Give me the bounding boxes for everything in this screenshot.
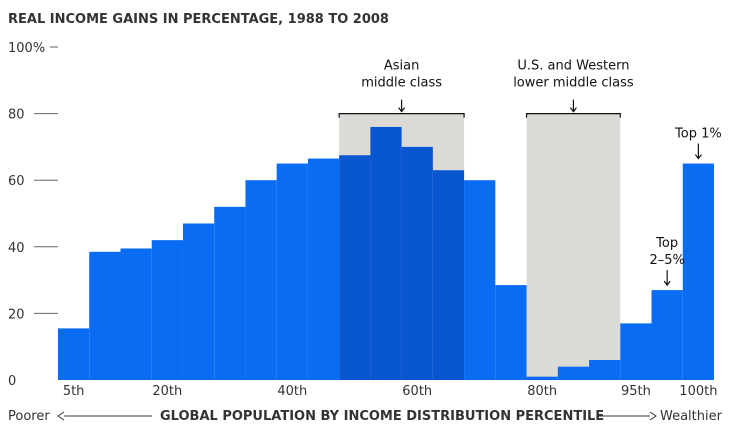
footer-right-arrowhead — [649, 411, 657, 421]
highlighted-bar — [339, 155, 371, 380]
western-lower-middle-class-arrowhead — [569, 107, 577, 113]
x-tick-label: 20th — [152, 384, 182, 399]
x-tick-label: 60th — [402, 384, 432, 399]
bar — [307, 158, 340, 380]
bar — [557, 366, 590, 380]
x-tick-label: 80th — [527, 384, 557, 399]
y-tick-label: 80 — [8, 108, 25, 123]
bar — [526, 376, 558, 380]
top-2-5-percent-label: Top — [655, 236, 678, 251]
highlighted-bar — [432, 170, 465, 380]
x-axis-caption: Poorer GLOBAL POPULATION BY INCOME DISTR… — [8, 409, 723, 424]
bar — [214, 206, 246, 380]
highlighted-bar — [370, 126, 402, 380]
footer-left-arrowhead — [57, 411, 65, 421]
asian-middle-class-label: Asian — [384, 59, 419, 74]
y-tick-label: 20 — [8, 307, 25, 322]
footer-left-label: Poorer — [8, 409, 50, 424]
bar — [245, 180, 277, 380]
x-tick-label: 5th — [63, 384, 85, 399]
bar — [495, 285, 527, 380]
western-lower-middle-class-bracket — [525, 113, 621, 118]
highlighted-bar — [401, 146, 433, 380]
y-tick-label: 60 — [8, 174, 25, 189]
bar-series — [58, 126, 714, 380]
x-tick-label: 40th — [277, 384, 307, 399]
asian-middle-class-bracket — [338, 113, 465, 118]
western-lower-middle-class-label: U.S. and Western — [517, 59, 629, 74]
chart-title: REAL INCOME GAINS IN PERCENTAGE, 1988 TO… — [8, 12, 389, 27]
bar — [464, 180, 496, 380]
top-1-percent-arrowhead — [694, 154, 702, 160]
asian-middle-class-arrowhead — [398, 107, 406, 113]
top-2-5-percent-arrowhead — [663, 280, 671, 287]
annotations: Asian middle class U.S. and Western lower m… — [338, 59, 722, 287]
x-tick-label: 95th — [621, 384, 651, 399]
western-lower-middle-class-band — [526, 113, 621, 380]
top-1-percent-label: Top 1% — [674, 127, 722, 142]
top-2-5-percent-label: 2–5% — [649, 253, 684, 268]
bar — [589, 360, 621, 380]
y-tick-label: 0 — [8, 374, 16, 389]
bar — [89, 251, 121, 380]
y-tick-label: 100% — [8, 41, 45, 56]
footer-right-label: Wealthier — [660, 409, 723, 424]
bar — [682, 163, 714, 380]
asian-middle-class-label: middle class — [361, 76, 442, 91]
bar — [651, 290, 683, 380]
y-axis: 100% 80 60 40 20 0 — [8, 41, 58, 389]
bar — [620, 323, 652, 380]
x-tick-label: 100th — [679, 384, 717, 399]
bar — [276, 163, 308, 380]
x-axis-label: GLOBAL POPULATION BY INCOME DISTRIBUTION… — [160, 409, 604, 424]
y-tick-label: 40 — [8, 241, 25, 256]
bar — [58, 328, 90, 380]
bar — [182, 223, 215, 380]
x-axis: 5th 20th 40th 60th 80th 95th 100th — [63, 384, 718, 399]
bar — [151, 240, 183, 380]
bar — [120, 248, 152, 380]
western-lower-middle-class-label: lower middle class — [513, 76, 634, 91]
